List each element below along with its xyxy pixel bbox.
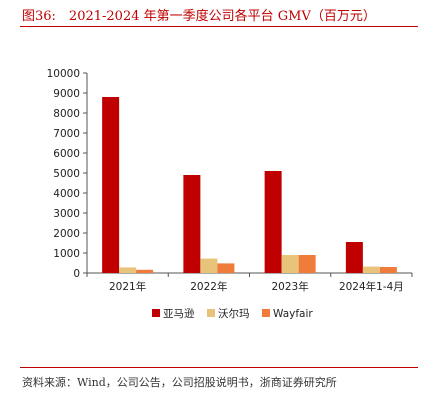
y-tick-label: 4000 (53, 188, 80, 200)
y-tick-label: 5000 (53, 168, 80, 180)
bar-walmart (362, 266, 380, 273)
bottom-rule (20, 367, 418, 368)
bar-chart: 0 1000 2000 3000 4000 5000 6000 7000 8000 9000 100… (47, 68, 413, 320)
y-tick-label: 1000 (53, 248, 80, 260)
bar-walmart (119, 267, 137, 273)
bar-wayfair (298, 255, 316, 273)
bar-wayfair (136, 269, 154, 273)
bar-amazon (102, 97, 120, 273)
y-tick-label: 3000 (53, 208, 80, 220)
x-tick-label: 2023年 (272, 280, 309, 293)
y-tick-label: 8000 (53, 108, 80, 120)
legend-swatch-amazon (152, 309, 160, 317)
bar-walmart (281, 255, 299, 273)
legend-swatch-walmart (207, 309, 215, 317)
legend-label: 亚马逊 (163, 308, 195, 320)
bar-wayfair (379, 267, 397, 273)
figure-header: 图36: 2021-2024 年第一季度公司各平台 GMV（百万元） (0, 0, 433, 30)
x-tick-label: 2022年 (190, 280, 227, 293)
source-note: 资料来源：Wind，公司公告，公司招股说明书，浙商证券研究所 (22, 376, 337, 389)
y-tick-label: 0 (73, 268, 80, 280)
bar-amazon (264, 171, 282, 273)
x-tick-label: 2024年1-4月 (339, 280, 404, 293)
y-tick-label: 10000 (47, 68, 80, 80)
y-tick-label: 6000 (53, 148, 80, 160)
legend-label: 沃尔玛 (218, 307, 250, 320)
y-tick-label: 9000 (53, 88, 80, 100)
legend-label: Wayfair (273, 308, 313, 320)
y-tick-label: 2000 (53, 228, 80, 240)
bar-wayfair (217, 263, 235, 273)
bar-amazon (345, 242, 363, 273)
bar-amazon (183, 175, 201, 273)
bar-walmart (200, 258, 218, 273)
y-tick-label: 7000 (53, 128, 80, 140)
top-rule (20, 26, 418, 27)
figure-title: 图36: 2021-2024 年第一季度公司各平台 GMV（百万元） (22, 9, 376, 24)
legend-swatch-wayfair (262, 309, 270, 317)
x-tick-label: 2021年 (109, 280, 146, 293)
